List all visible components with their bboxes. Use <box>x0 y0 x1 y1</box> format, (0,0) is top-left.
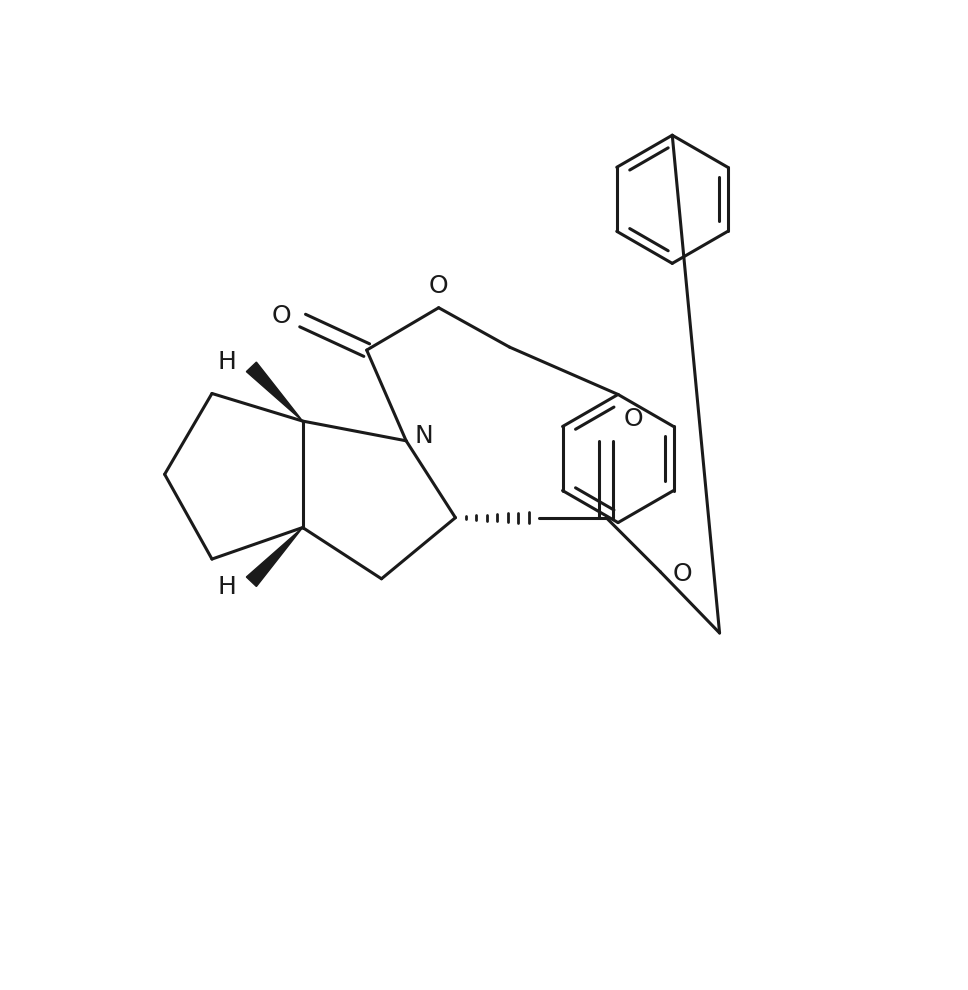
Polygon shape <box>247 528 303 586</box>
Text: O: O <box>624 407 644 431</box>
Text: H: H <box>217 349 236 374</box>
Polygon shape <box>247 362 303 421</box>
Text: N: N <box>414 424 434 447</box>
Text: O: O <box>429 274 448 298</box>
Text: O: O <box>673 562 692 586</box>
Text: H: H <box>217 574 236 599</box>
Text: O: O <box>271 304 290 328</box>
